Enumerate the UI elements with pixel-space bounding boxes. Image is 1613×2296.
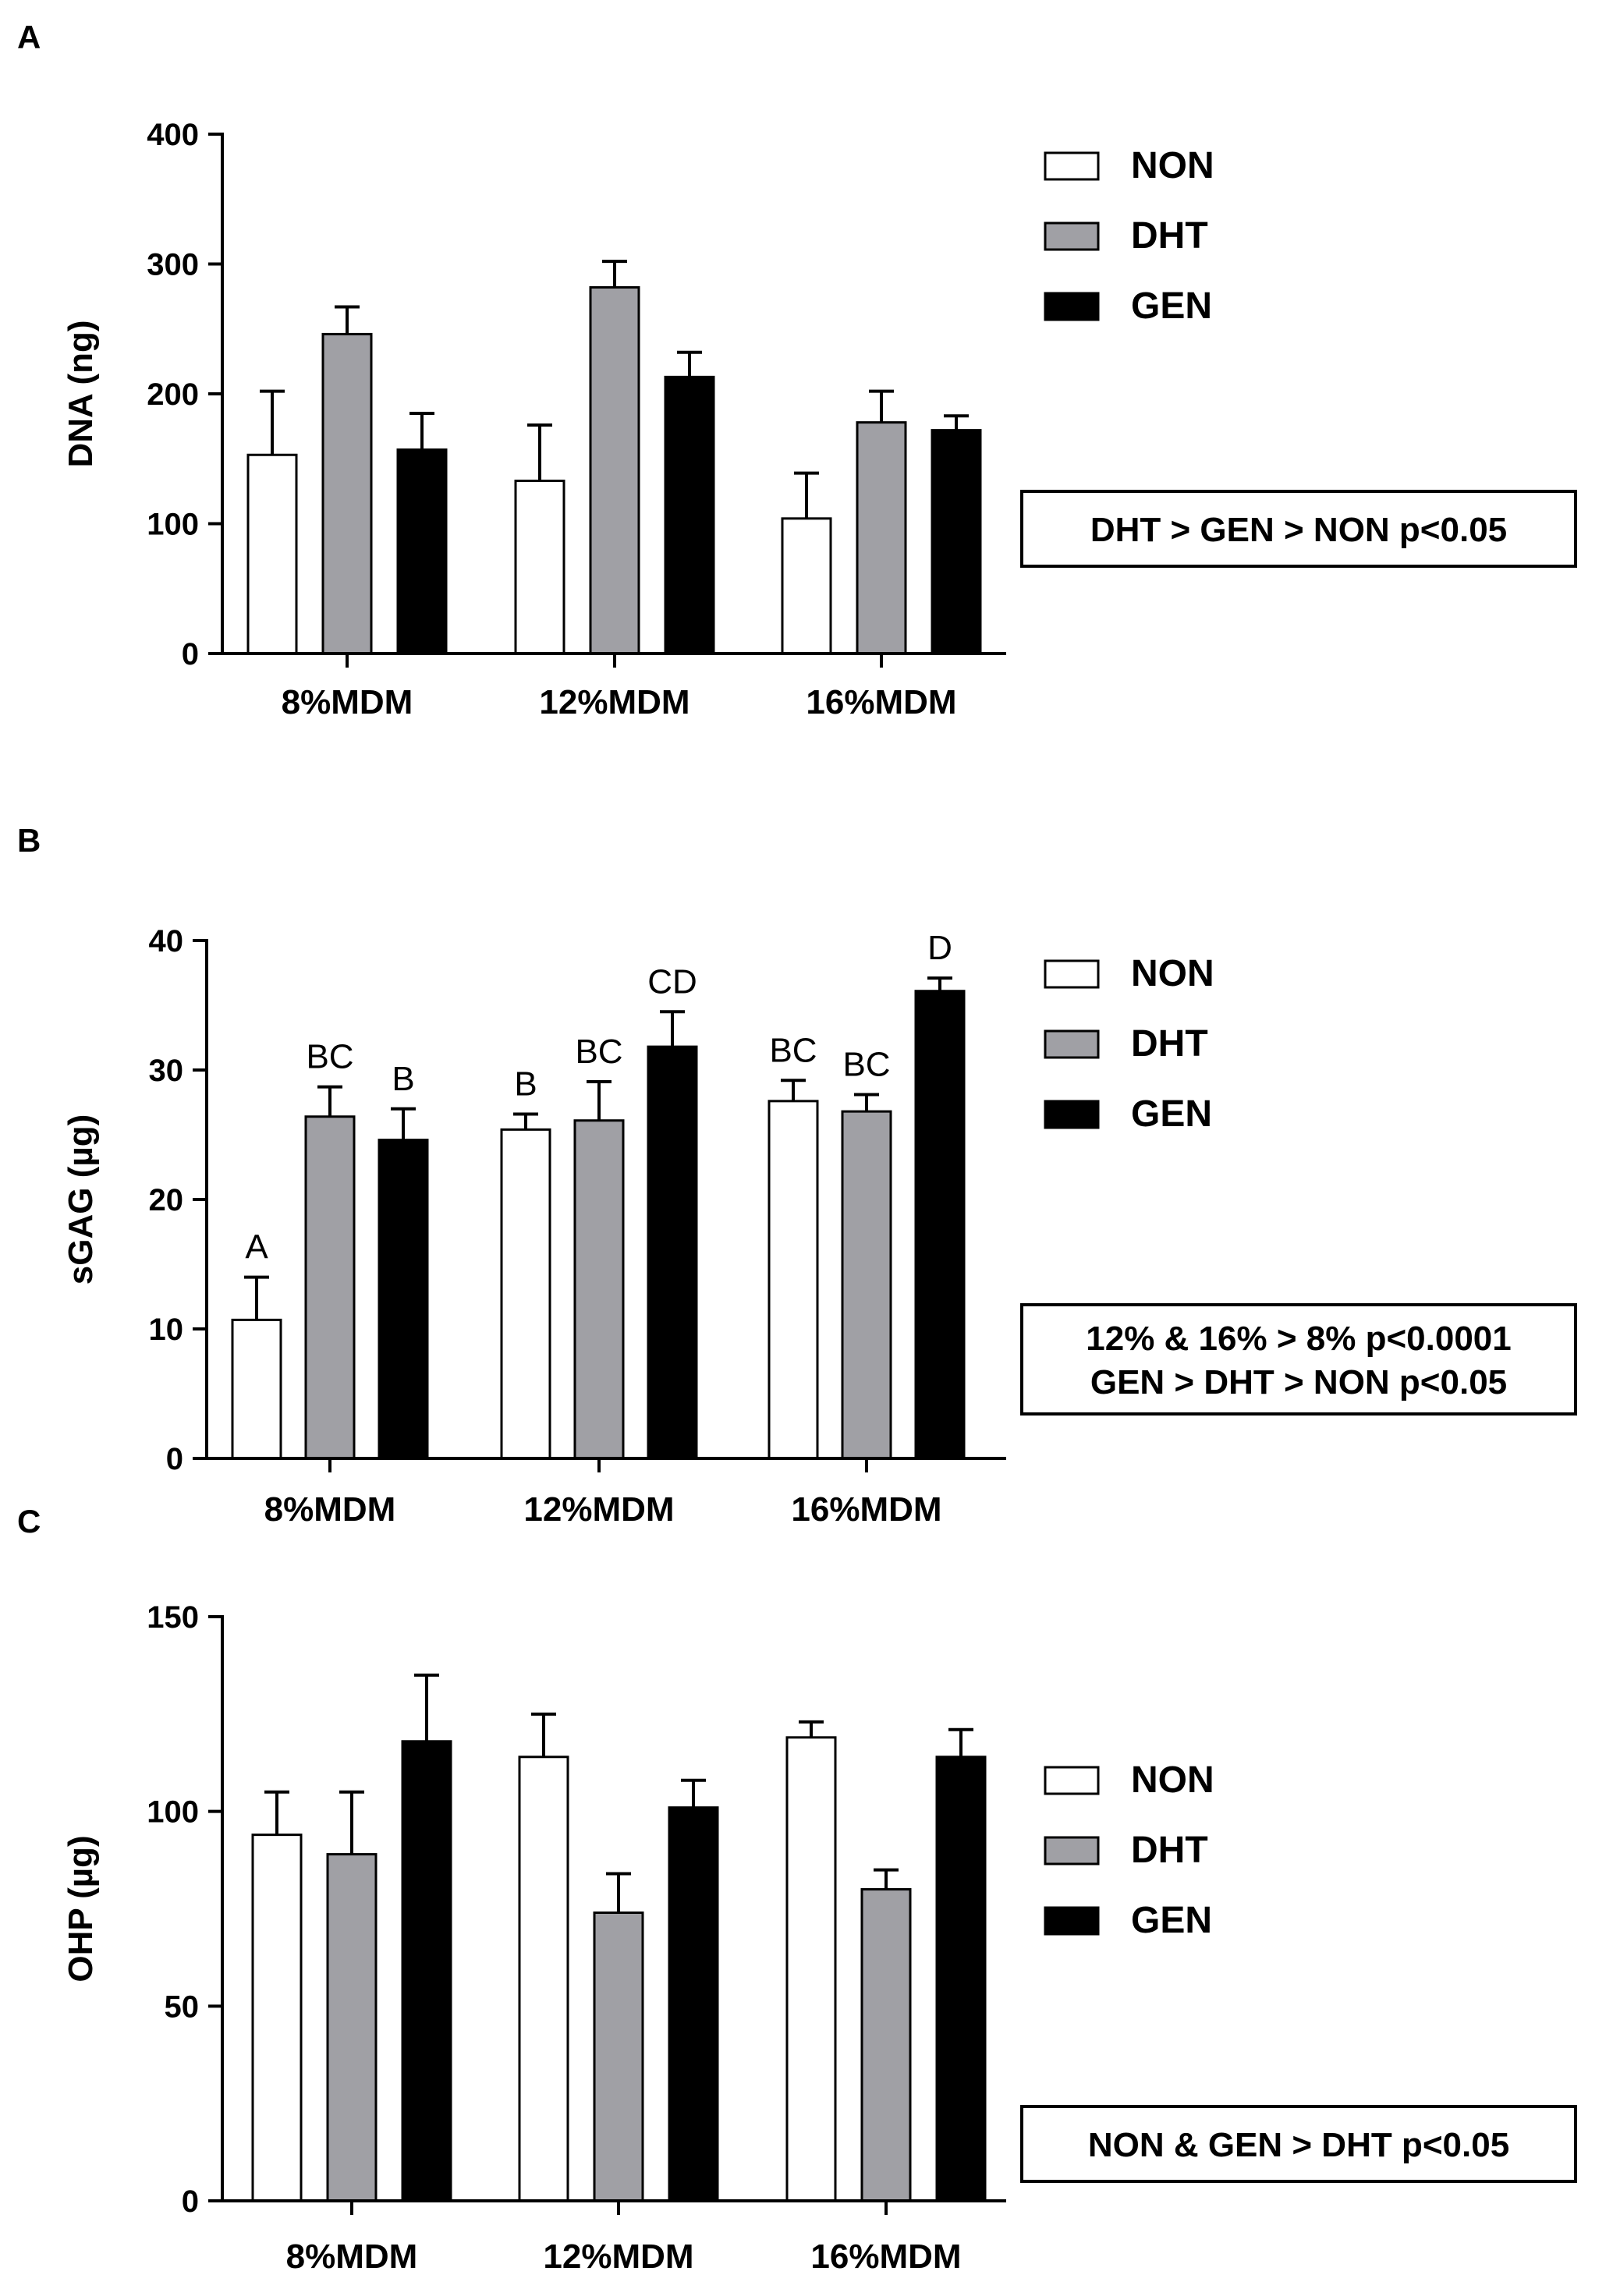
legend-label-gen: GEN xyxy=(1131,1093,1212,1135)
x-category-label: 12%MDM xyxy=(523,1490,674,1529)
bar-gen-8pct-mdm xyxy=(378,1139,429,1460)
panel-letter: A xyxy=(17,19,41,55)
legend-label-gen: GEN xyxy=(1131,1900,1212,1941)
stats-text: DHT > GEN > NON p<0.05 xyxy=(1090,511,1507,549)
bar-gen-16pct-mdm xyxy=(914,990,966,1460)
legend-swatch-non xyxy=(1044,1766,1100,1795)
x-category-label: 16%MDM xyxy=(791,1490,941,1529)
stats-text: GEN > DHT > NON p<0.05 xyxy=(1090,1363,1507,1401)
legend-swatch-dht xyxy=(1044,1029,1100,1059)
stats-box xyxy=(1020,490,1577,568)
y-tick-label: 100 xyxy=(147,1795,199,1830)
legend-label-dht: DHT xyxy=(1131,1023,1208,1065)
bar-non-16pct-mdm xyxy=(781,517,832,655)
panel-a: A DNA (ng) 0 100 200 300 400 8%MDM 12%MDM 16%MDM N… xyxy=(17,19,1577,721)
significance-label: A xyxy=(245,1228,268,1267)
x-category-label: 16%MDM xyxy=(806,683,956,721)
bar-gen-16pct-mdm xyxy=(931,429,982,655)
y-tick-label: 150 xyxy=(147,1600,199,1635)
bar-non-16pct-mdm xyxy=(768,1100,819,1460)
bar-dht-16pct-mdm xyxy=(860,1888,912,2202)
bar-non-16pct-mdm xyxy=(785,1736,837,2202)
bar-dht-12pct-mdm xyxy=(589,285,640,655)
significance-label: CD xyxy=(647,962,697,1001)
bar-non-8pct-mdm xyxy=(231,1318,282,1460)
bar-dht-12pct-mdm xyxy=(573,1119,625,1460)
legend-label-gen: GEN xyxy=(1131,285,1212,327)
bar-non-8pct-mdm xyxy=(251,1834,303,2202)
y-tick-label: 300 xyxy=(147,248,199,282)
y-tick-label: 20 xyxy=(149,1183,184,1217)
bar-non-12pct-mdm xyxy=(514,480,565,655)
x-category-label: 12%MDM xyxy=(543,2238,693,2276)
y-tick-label: 30 xyxy=(149,1054,184,1088)
x-category-label: 8%MDM xyxy=(282,683,413,721)
y-tick-label: 400 xyxy=(147,118,199,152)
legend-label-dht: DHT xyxy=(1131,1830,1208,1871)
y-tick-label: 0 xyxy=(166,1442,183,1476)
legend-swatch-non xyxy=(1044,151,1100,181)
x-category-label: 8%MDM xyxy=(264,1490,396,1529)
stats-box xyxy=(1020,2105,1577,2183)
bar-dht-8pct-mdm xyxy=(321,332,373,655)
significance-label: D xyxy=(927,929,952,967)
stats-text: NON & GEN > DHT p<0.05 xyxy=(1088,2126,1509,2164)
bar-gen-12pct-mdm xyxy=(668,1806,719,2202)
bar-non-12pct-mdm xyxy=(500,1128,551,1460)
bar-non-12pct-mdm xyxy=(518,1756,569,2202)
y-tick-label: 10 xyxy=(149,1313,184,1347)
y-axis-label: sGAG (µg) xyxy=(62,1114,100,1284)
y-tick-label: 200 xyxy=(147,377,199,412)
legend-swatch-dht xyxy=(1044,221,1100,251)
legend-swatch-gen xyxy=(1044,1906,1100,1936)
bar-dht-16pct-mdm xyxy=(856,421,907,655)
x-category-label: 12%MDM xyxy=(539,683,690,721)
bar-gen-8pct-mdm xyxy=(401,1740,452,2202)
y-tick-label: 50 xyxy=(165,1990,200,2024)
bar-dht-8pct-mdm xyxy=(326,1853,378,2202)
bar-gen-8pct-mdm xyxy=(396,448,448,655)
bar-non-8pct-mdm xyxy=(246,453,298,655)
legend-swatch-non xyxy=(1044,959,1100,989)
legend-label-non: NON xyxy=(1131,145,1214,186)
significance-label: BC xyxy=(306,1038,353,1076)
y-tick-label: 0 xyxy=(182,637,199,671)
significance-label: B xyxy=(392,1060,414,1098)
bar-dht-8pct-mdm xyxy=(304,1115,356,1460)
y-tick-label: 100 xyxy=(147,508,199,542)
legend-label-non: NON xyxy=(1131,1759,1214,1801)
legend-swatch-dht xyxy=(1044,1836,1100,1866)
y-tick-label: 40 xyxy=(149,924,184,958)
legend-swatch-gen xyxy=(1044,1100,1100,1129)
stats-box xyxy=(1020,1303,1577,1416)
x-category-label: 8%MDM xyxy=(286,2238,418,2276)
legend-label-non: NON xyxy=(1131,953,1214,994)
panel-c: C OHP (µg) 0 50 100 150 8%MDM 12%MDM 16%MDM NON DH… xyxy=(17,1503,1577,2276)
bar-dht-12pct-mdm xyxy=(593,1911,644,2202)
panel-letter: B xyxy=(17,822,41,859)
y-axis-label: DNA (ng) xyxy=(62,321,100,468)
significance-label: BC xyxy=(575,1033,622,1071)
significance-label: BC xyxy=(842,1046,890,1084)
y-tick-label: 0 xyxy=(182,2184,199,2219)
stats-text: 12% & 16% > 8% p<0.0001 xyxy=(1086,1320,1511,1358)
panel-letter: C xyxy=(17,1503,41,1540)
x-category-label: 16%MDM xyxy=(810,2238,961,2276)
bar-gen-12pct-mdm xyxy=(664,375,715,655)
bar-dht-16pct-mdm xyxy=(841,1110,892,1460)
significance-label: B xyxy=(514,1065,537,1103)
y-axis-label: OHP (µg) xyxy=(62,1835,100,1982)
significance-label: BC xyxy=(769,1031,817,1069)
bar-gen-12pct-mdm xyxy=(647,1045,698,1460)
legend-label-dht: DHT xyxy=(1131,215,1208,257)
legend-swatch-gen xyxy=(1044,292,1100,321)
bar-gen-16pct-mdm xyxy=(935,1756,987,2202)
